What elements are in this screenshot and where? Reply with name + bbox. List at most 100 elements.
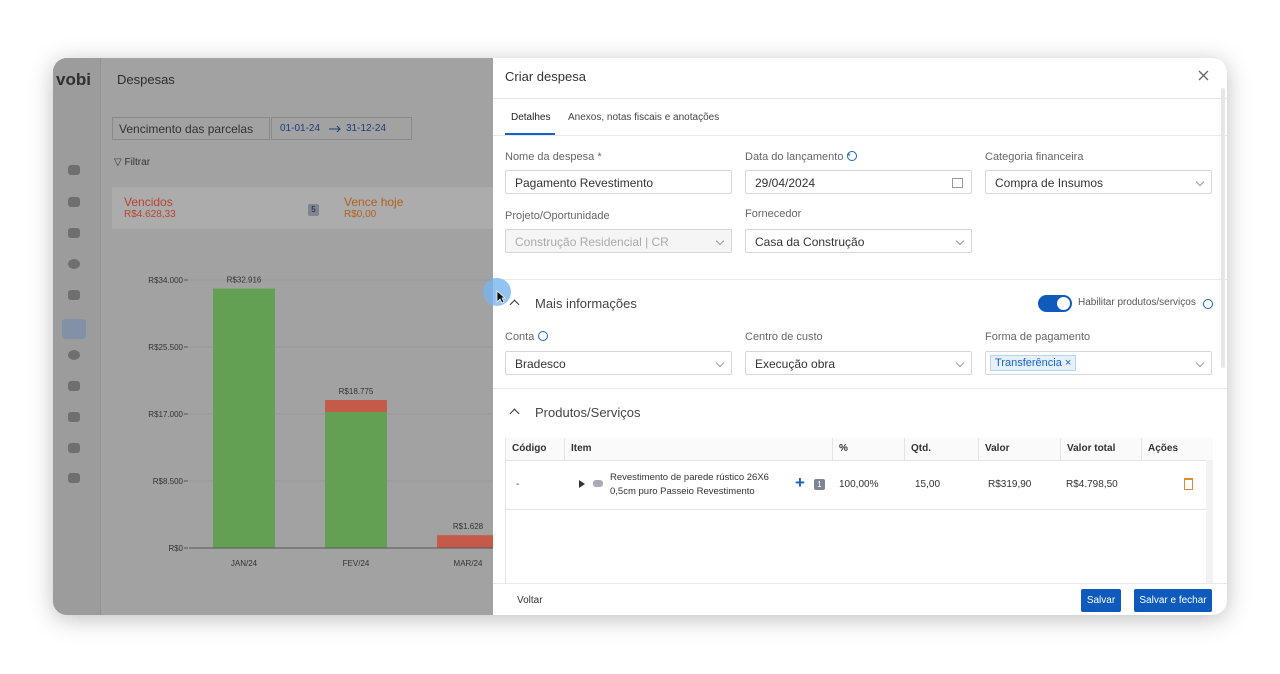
table-row: - Revestimento de parede rústico 26X6 0,…	[506, 460, 1206, 510]
bar-segment	[325, 411, 387, 548]
field-label: Categoria financeira	[985, 151, 1084, 163]
select-value: Compra de Insumos	[995, 176, 1104, 190]
cell: R$319,90	[988, 479, 1032, 490]
bar-label: R$1.628	[453, 522, 484, 531]
column-header: Valor total	[1060, 438, 1141, 460]
field-label: Fornecedor	[745, 208, 802, 220]
card-count: 5	[308, 204, 319, 216]
add-icon[interactable]: +	[795, 473, 805, 492]
y-tick-label: R$17.000	[148, 410, 183, 419]
x-tick-label: FEV/24	[343, 559, 370, 568]
sidebar: vobi	[53, 58, 101, 615]
toggle[interactable]	[1038, 295, 1072, 312]
delete-icon[interactable]	[1184, 478, 1193, 490]
chevron	[715, 358, 725, 368]
nav-icon	[68, 228, 80, 238]
bar-segment	[213, 288, 275, 548]
divider	[493, 135, 1227, 136]
nav-icon	[68, 443, 80, 453]
field-label: Centro de custo	[745, 331, 823, 343]
filter-label: Filtrar	[124, 157, 151, 168]
date-value: 29/04/2024	[755, 176, 816, 190]
save-close-button[interactable]: Salvar e fechar	[1134, 589, 1212, 612]
cell: 100,00%	[839, 479, 879, 490]
products-table: Código Item % Qtd. Valor Valor total Açõ…	[505, 438, 1213, 583]
nav-icon	[68, 197, 80, 207]
multi-select[interactable]: Transferência ×	[985, 351, 1212, 375]
cell: Revestimento de parede rústico 26X6 0,5c…	[610, 472, 769, 497]
tab-active[interactable]: Detalhes	[511, 112, 551, 123]
section-title: Mais informações	[535, 296, 637, 311]
bar-segment	[437, 535, 493, 548]
nav-icon	[68, 381, 80, 391]
y-tick-label: R$0	[168, 544, 183, 553]
nav-icon	[68, 290, 80, 300]
back-button[interactable]: Voltar	[517, 595, 543, 606]
chart: R$0 R$8.500 R$17.000 R$25.500 R$34.000 JAN/24…	[148, 276, 493, 568]
select-disabled: Construção Residencial | CR	[505, 229, 732, 253]
select[interactable]: Bradesco	[505, 351, 732, 375]
chevron	[955, 236, 965, 246]
card-label: Vencidos	[124, 195, 173, 209]
card-amount: R$4.628,33	[124, 209, 176, 220]
select[interactable]: Compra de Insumos	[985, 170, 1212, 194]
cell: -	[516, 479, 520, 490]
scrollbar	[1206, 460, 1213, 583]
select[interactable]: Casa da Construção	[745, 229, 972, 253]
date-range[interactable]: 01-01-24 31-12-24	[271, 117, 412, 140]
expand-icon[interactable]	[579, 480, 585, 488]
column-header: Item	[564, 438, 832, 460]
y-tick-label: R$8.500	[153, 477, 184, 486]
divider	[493, 388, 1227, 389]
cell: 15,00	[915, 479, 941, 490]
section-title: Produtos/Serviços	[535, 405, 641, 420]
text-input[interactable]: Pagamento Revestimento	[505, 170, 732, 194]
select[interactable]: Execução obra	[745, 351, 972, 375]
collapse-icon[interactable]	[509, 299, 520, 310]
column-header: %	[832, 438, 904, 460]
modal-scrollbar	[1221, 88, 1225, 368]
info-icon[interactable]	[538, 331, 548, 341]
summary-bar: Vencidos R$4.628,33 5 Vence hoje R$0,00	[112, 187, 493, 229]
calendar-icon	[952, 178, 963, 188]
cell: R$4.798,50	[1066, 479, 1118, 490]
chevron	[715, 236, 725, 246]
modal-title: Criar despesa	[505, 69, 586, 84]
chevron	[1195, 358, 1205, 368]
divider	[493, 279, 1227, 280]
bar-label: R$18.775	[339, 387, 374, 396]
period-select[interactable]: Vencimento das parcelas	[112, 117, 270, 140]
item-icon	[593, 480, 603, 487]
chevron	[1195, 177, 1205, 187]
page-title: Despesas	[117, 72, 175, 87]
toggle-label: Habilitar produtos/serviços	[1078, 297, 1196, 308]
tab-underline	[505, 133, 555, 135]
save-button[interactable]: Salvar	[1081, 589, 1121, 612]
nav-icon-active	[62, 319, 86, 339]
column-header: Valor	[978, 438, 1060, 460]
info-icon[interactable]	[1203, 299, 1213, 309]
select-value: Bradesco	[515, 357, 566, 371]
y-tick-label: R$25.500	[148, 343, 183, 352]
collapse-icon[interactable]	[509, 408, 520, 419]
divider	[493, 98, 1227, 99]
field-label: Data do lançamento *	[745, 151, 851, 163]
date-input[interactable]: 29/04/2024	[745, 170, 972, 194]
close-button[interactable]	[1198, 70, 1209, 81]
tag[interactable]: Transferência ×	[990, 355, 1077, 371]
bar-segment	[325, 400, 387, 412]
tab[interactable]: Anexos, notas fiscais e anotações	[568, 112, 720, 123]
select-value: Casa da Construção	[755, 235, 865, 249]
nav-icon	[68, 350, 80, 360]
filter-button[interactable]: ▽ Filtrar	[114, 157, 151, 168]
cursor	[496, 290, 506, 304]
info-icon[interactable]	[847, 151, 857, 161]
date-from: 01-01-24	[280, 123, 321, 134]
field-label: Forma de pagamento	[985, 331, 1091, 343]
bar-label: R$32.916	[227, 276, 262, 285]
y-tick-label: R$34.000	[148, 276, 183, 285]
nav-icon	[68, 165, 80, 175]
toggle-knob	[1057, 297, 1070, 310]
field-label: Conta	[505, 331, 535, 343]
field-label: Nome da despesa *	[505, 151, 602, 163]
